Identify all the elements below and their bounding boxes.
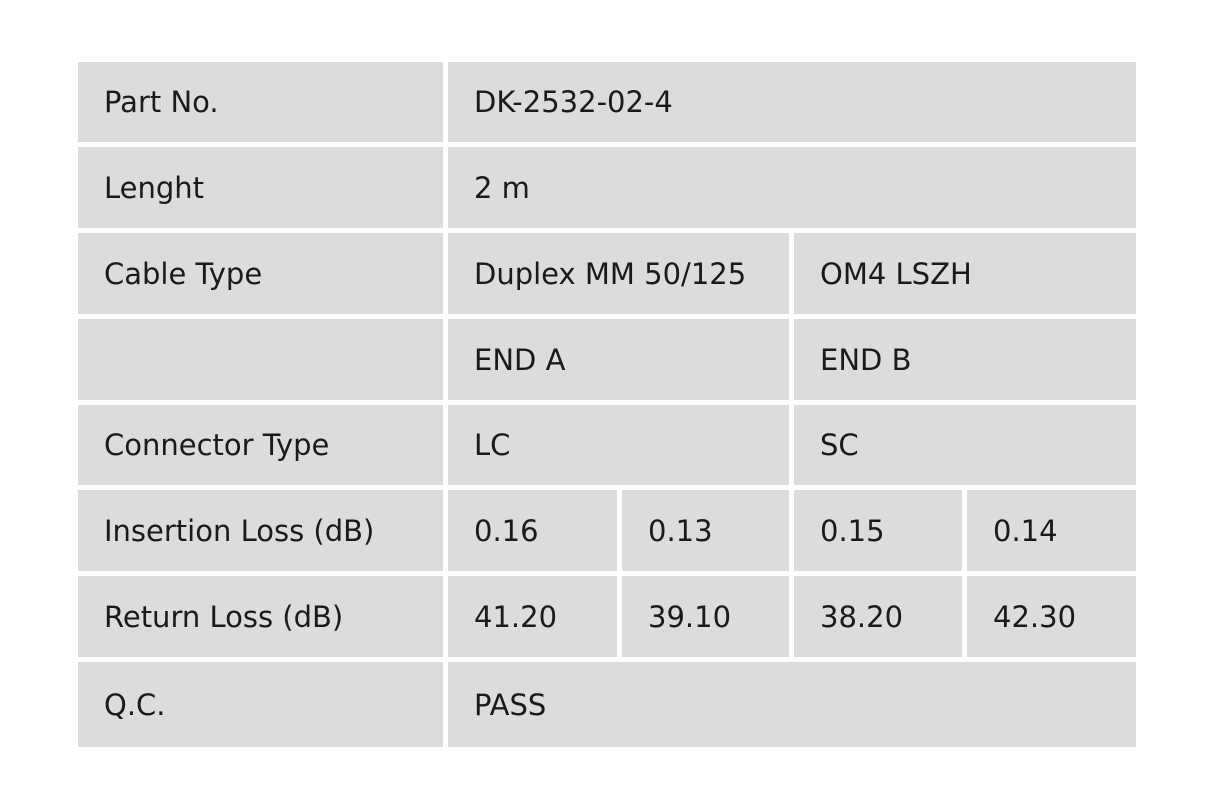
spec-table: Part No. DK-2532-02-4 Lenght 2 m Cable T… [78, 62, 1136, 747]
insertion-loss-label: Insertion Loss (dB) [78, 490, 443, 571]
cable-type-value-b: OM4 LSZH [794, 233, 1136, 314]
part-no-label: Part No. [78, 62, 443, 142]
end-b-header: END B [794, 319, 1136, 400]
connector-end-b: SC [794, 405, 1136, 485]
cable-type-label: Cable Type [78, 233, 443, 314]
insertion-loss-value: 0.14 [967, 490, 1136, 571]
return-loss-value: 41.20 [448, 576, 617, 657]
insertion-loss-value: 0.16 [448, 490, 617, 571]
return-loss-value: 39.10 [622, 576, 789, 657]
cable-type-value-a: Duplex MM 50/125 [448, 233, 789, 314]
length-label: Lenght [78, 147, 443, 228]
end-a-header: END A [448, 319, 789, 400]
ends-label [78, 319, 443, 400]
part-no-value: DK-2532-02-4 [448, 62, 1136, 142]
insertion-loss-value: 0.15 [794, 490, 962, 571]
insertion-loss-value: 0.13 [622, 490, 789, 571]
length-value: 2 m [448, 147, 1136, 228]
qc-label: Q.C. [78, 662, 443, 747]
return-loss-value: 38.20 [794, 576, 962, 657]
return-loss-label: Return Loss (dB) [78, 576, 443, 657]
return-loss-value: 42.30 [967, 576, 1136, 657]
connector-end-a: LC [448, 405, 789, 485]
connector-type-label: Connector Type [78, 405, 443, 485]
qc-value: PASS [448, 662, 1136, 747]
